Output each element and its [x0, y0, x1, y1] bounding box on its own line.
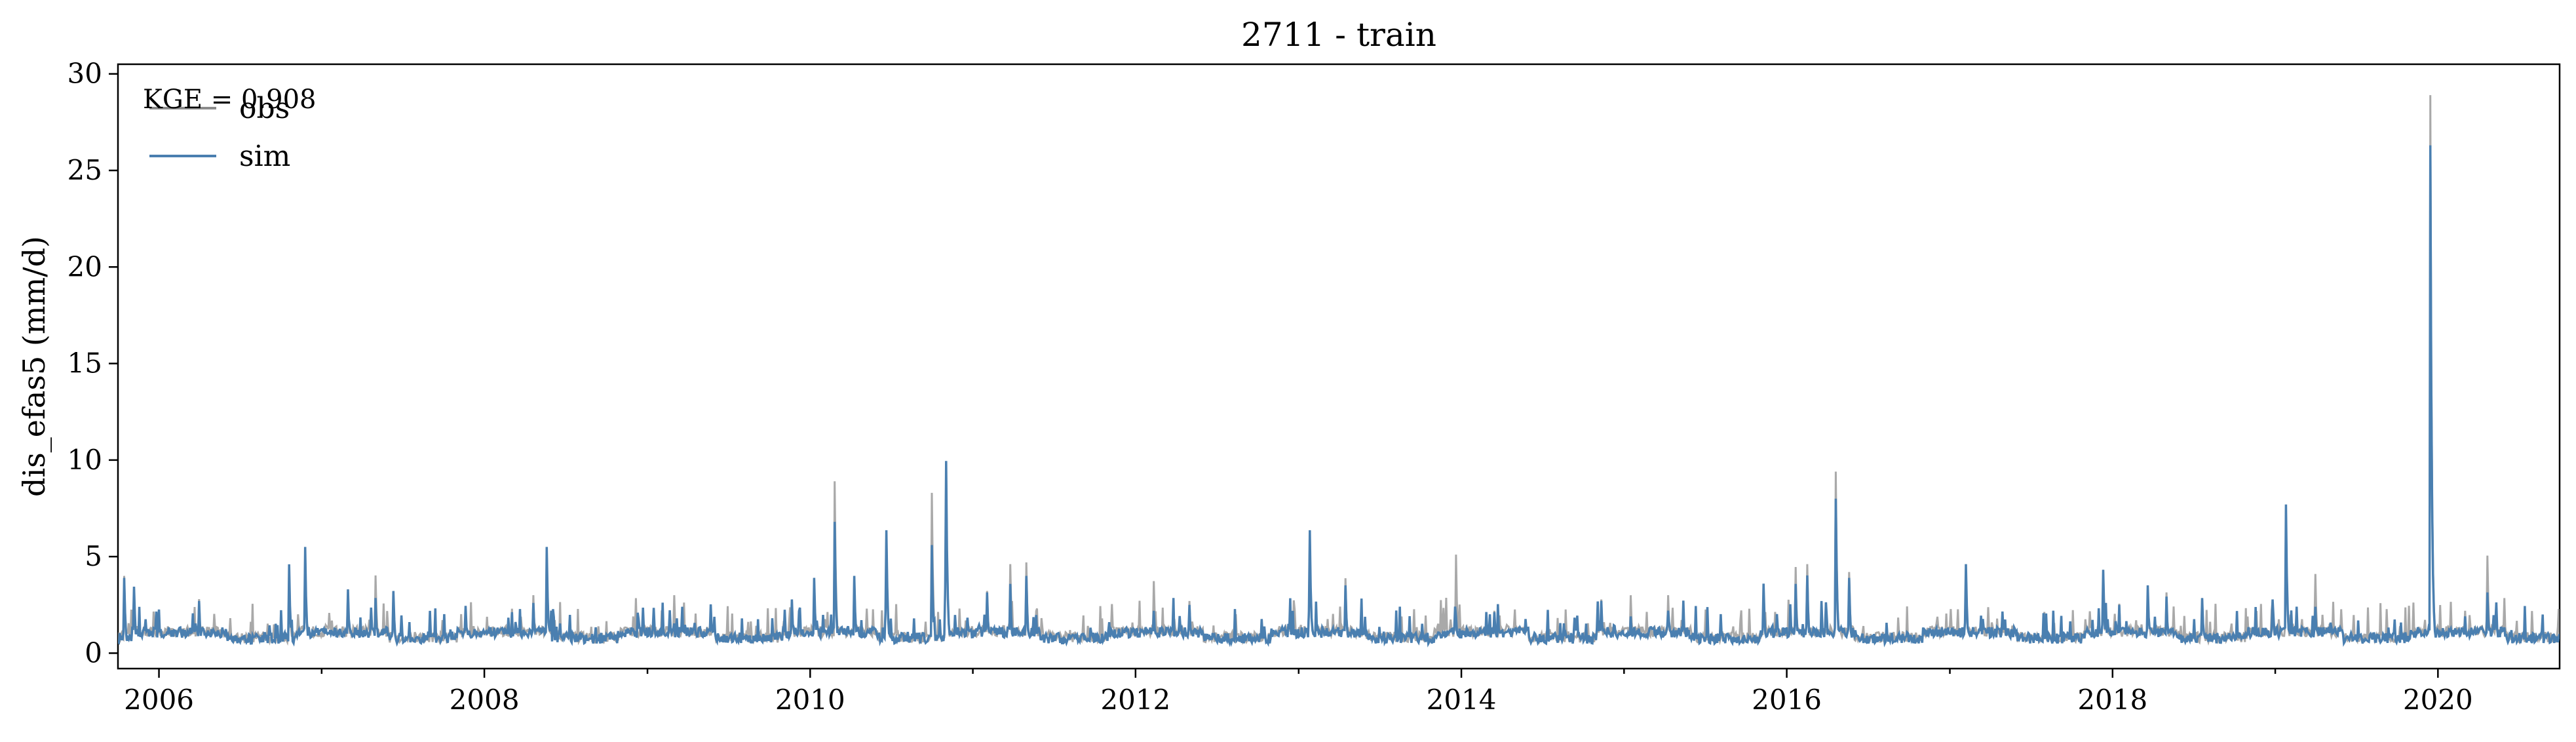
- y-axis: 0 5 10 15 20 25 30: [67, 58, 118, 669]
- x-tick-label: 2012: [1100, 684, 1170, 716]
- y-tick-label: 10: [67, 444, 102, 476]
- kge-annotation: KGE = 0.908: [143, 85, 317, 115]
- x-tick-label: 2014: [1427, 684, 1497, 716]
- y-axis-label: dis_efas5 (mm/d): [16, 236, 52, 497]
- y-tick-label: 5: [85, 540, 102, 572]
- series-line-obs: [118, 95, 2560, 646]
- x-tick-label: 2010: [775, 684, 845, 716]
- y-tick-label: 0: [85, 636, 102, 669]
- x-tick-label: 2008: [450, 684, 520, 716]
- legend: obs sim: [149, 92, 290, 173]
- series-area: [118, 95, 2560, 648]
- x-axis: 2006 2008 2010 2012 2014 2016 2018 2020: [124, 669, 2473, 716]
- y-tick-label: 20: [67, 250, 102, 283]
- y-tick-label: 30: [67, 58, 102, 90]
- y-tick-label: 15: [67, 347, 102, 380]
- series-line-sim: [118, 145, 2560, 648]
- x-tick-label: 2016: [1752, 684, 1822, 716]
- x-tick-label: 2018: [2077, 684, 2147, 716]
- legend-label-sim: sim: [239, 140, 290, 173]
- plot-frame: [117, 63, 2561, 670]
- x-tick-label: 2006: [124, 684, 194, 716]
- x-tick-label: 2020: [2403, 684, 2473, 716]
- y-tick-label: 25: [67, 154, 102, 186]
- chart-title: 2711 - train: [1241, 16, 1436, 54]
- legend-label-obs: obs: [239, 92, 290, 125]
